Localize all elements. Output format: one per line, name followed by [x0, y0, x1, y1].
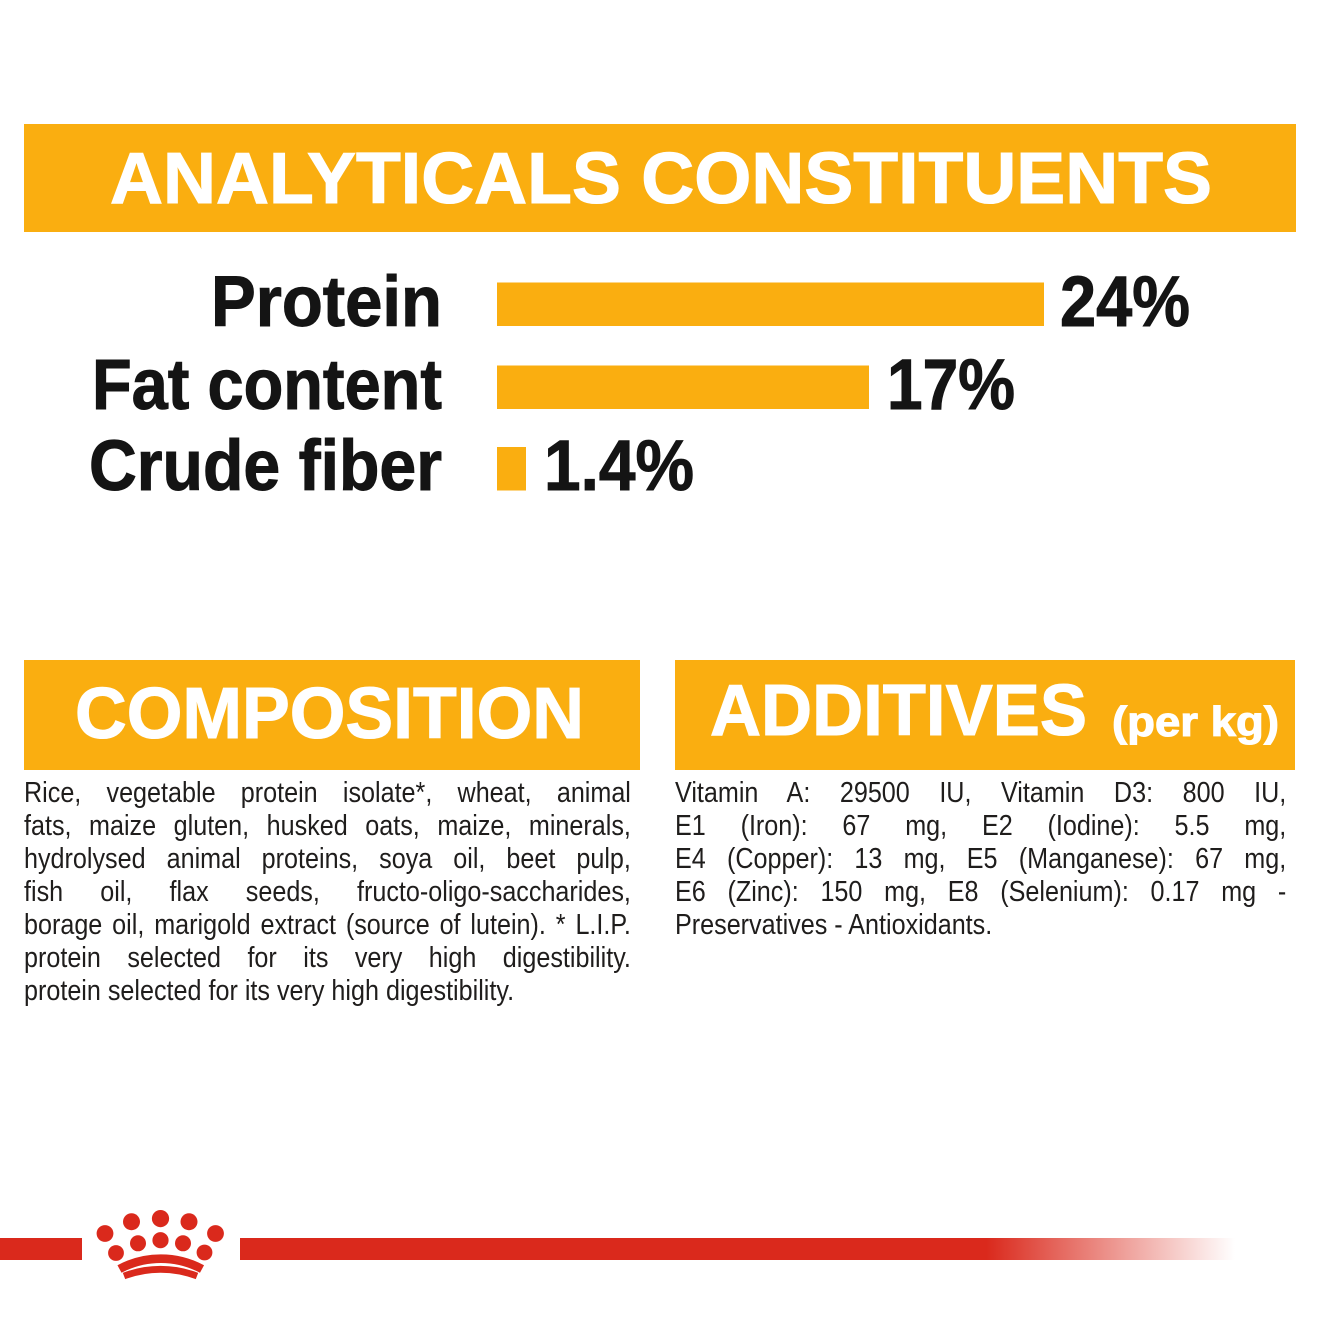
svg-text:Crude fiber: Crude fiber: [89, 427, 442, 506]
svg-text:COMPOSITION: COMPOSITION: [75, 673, 584, 754]
svg-text:Protein: Protein: [211, 263, 442, 342]
svg-text:ADDITIVES: ADDITIVES: [710, 670, 1087, 751]
svg-text:(per kg): (per kg): [1112, 698, 1279, 745]
svg-text:17%: 17%: [887, 346, 1015, 425]
svg-text:ANALYTICALS CONSTITUENTS: ANALYTICALS CONSTITUENTS: [110, 138, 1212, 219]
svg-text:24%: 24%: [1060, 263, 1190, 342]
svg-text:1.4%: 1.4%: [544, 427, 694, 506]
svg-text:Fat content: Fat content: [92, 346, 442, 425]
